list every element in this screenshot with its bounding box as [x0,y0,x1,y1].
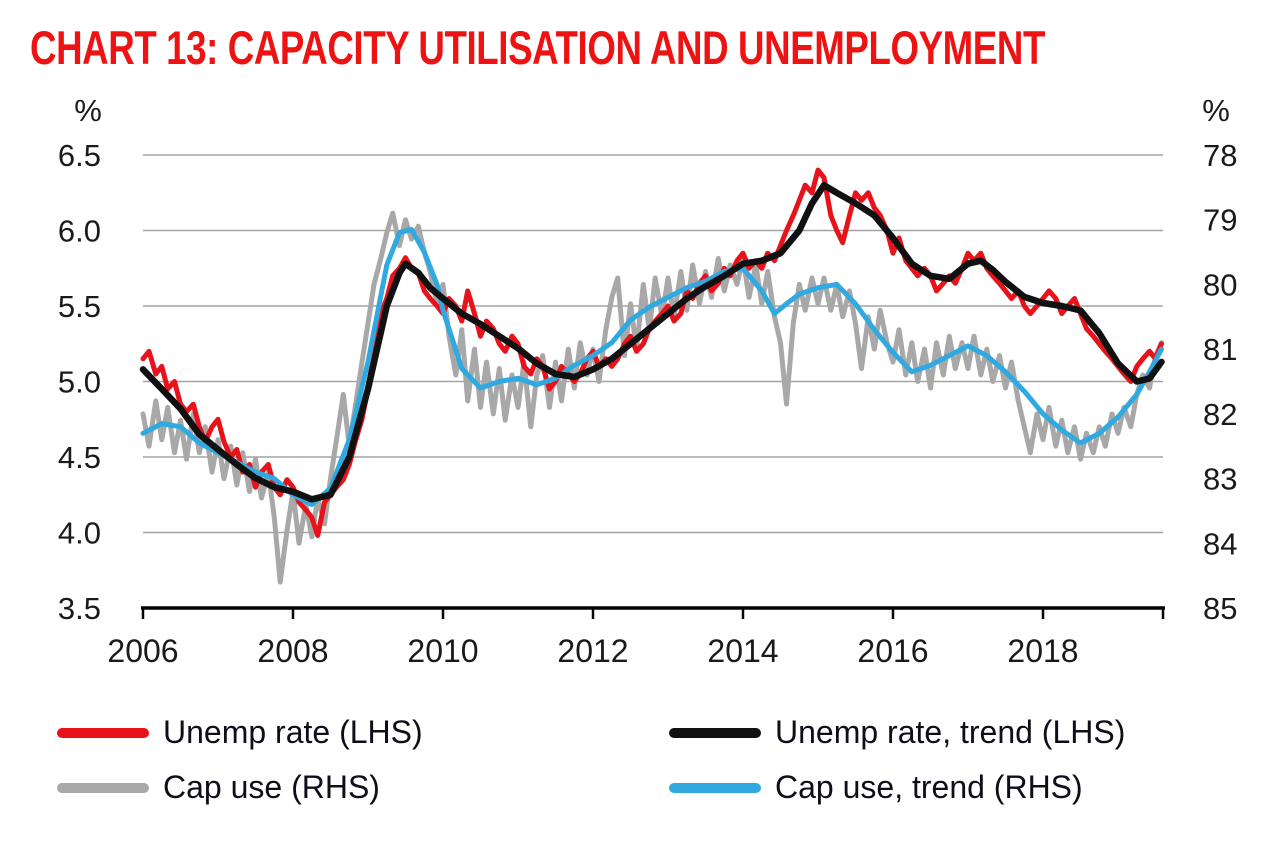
series-line-2 [140,210,1164,585]
y-left-tick-label: 5.5 [58,289,101,324]
y-left-axis-unit: % [74,93,102,128]
y-left-tick-label: 4.5 [58,440,101,475]
y-right-tick-label: 82 [1203,397,1237,432]
y-right-axis-unit: % [1202,93,1230,128]
legend-label-unemp-rate: Unemp rate (LHS) [163,714,423,750]
legend-swatch-cap-use-trend [669,782,761,793]
x-tick-label: 2014 [707,633,778,669]
legend-item-unemp-trend: Unemp rate, trend (LHS) [669,714,1125,751]
y-right-tick-label: 79 [1203,203,1237,238]
y-left-tick-label: 6.0 [58,214,101,249]
y-right-tick-label: 81 [1203,332,1237,367]
x-tick-label: 2006 [107,633,178,669]
legend-label-cap-use-trend: Cap use, trend (RHS) [775,769,1083,805]
x-tick-label: 2016 [857,633,928,669]
legend-swatch-unemp-rate [57,727,149,738]
y-right-tick-label: 80 [1203,267,1237,302]
legend-label-unemp-trend: Unemp rate, trend (LHS) [775,714,1126,750]
y-left-tick-label: 4.0 [58,516,101,551]
legend-swatch-unemp-trend [669,727,761,738]
legend-label-cap-use: Cap use (RHS) [163,769,380,805]
y-left-tick-label: 3.5 [58,591,101,626]
y-right-tick-label: 78 [1203,138,1237,173]
legend-swatch-cap-use [57,782,149,793]
y-left-tick-label: 5.0 [58,365,101,400]
page-title: CHART 13: CAPACITY UTILISATION AND UNEMP… [30,21,1045,74]
series-line-1 [139,181,1165,503]
legend: Unemp rate (LHS) Unemp rate, trend (LHS)… [57,714,1125,806]
x-tick-label: 2008 [257,633,328,669]
y-right-tick-label: 85 [1203,591,1237,626]
y-right-tick-label: 84 [1203,526,1237,561]
legend-item-unemp-rate: Unemp rate (LHS) [57,714,669,751]
x-tick-label: 2018 [1007,633,1078,669]
y-left-tick-label: 6.5 [58,138,101,173]
legend-item-cap-use: Cap use (RHS) [57,769,669,806]
x-tick-label: 2010 [407,633,478,669]
legend-item-cap-use-trend: Cap use, trend (RHS) [669,769,1125,806]
y-right-tick-label: 83 [1203,462,1237,497]
series-line-0 [140,167,1164,538]
x-tick-label: 2012 [557,633,628,669]
